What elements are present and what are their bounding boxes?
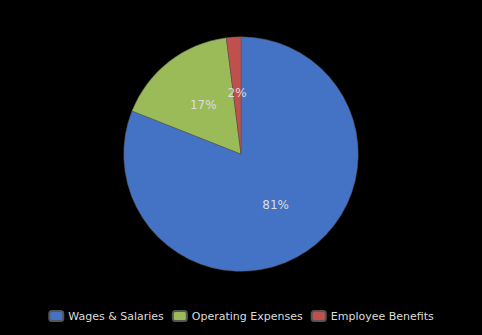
- svg-text:2%: 2%: [228, 86, 247, 100]
- svg-text:Operating Expenses: Operating Expenses: [192, 310, 303, 323]
- svg-text:81%: 81%: [262, 198, 289, 212]
- svg-text:Employee Benefits: Employee Benefits: [331, 310, 434, 323]
- svg-text:Wages & Salaries: Wages & Salaries: [68, 310, 164, 323]
- svg-text:17%: 17%: [190, 98, 217, 112]
